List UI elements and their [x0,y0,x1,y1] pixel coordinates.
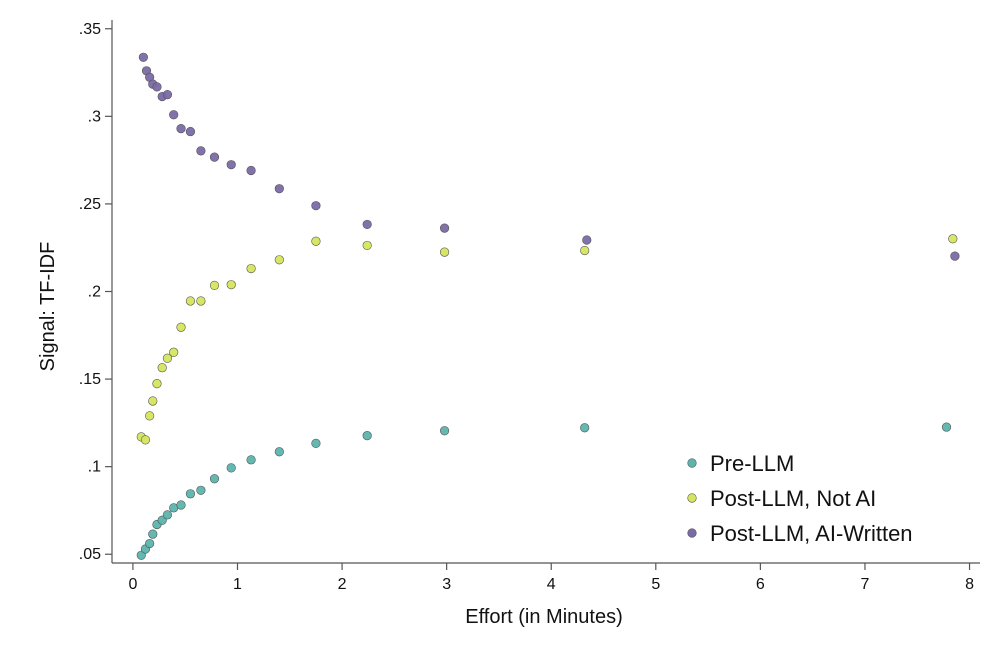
y-tick-label: .1 [88,459,101,476]
data-point [148,529,158,539]
y-axis-title: Signal: TF-IDF [37,242,59,372]
x-tick-label: 8 [965,576,974,593]
data-point [145,538,155,549]
x-tick-label: 5 [651,576,660,593]
data-point [274,184,284,194]
x-tick-label: 6 [756,576,765,593]
y-tick-label: .2 [88,284,101,301]
data-point [196,485,206,495]
data-point [226,463,236,473]
data-point [162,353,173,363]
data-point [162,90,173,100]
data-point [209,280,220,290]
x-tick-label: 0 [128,576,137,593]
series-2 [136,234,958,445]
y-tick-label: .15 [79,371,101,388]
data-point [439,223,450,233]
data-point [152,379,162,389]
x-tick-label: 7 [861,576,870,593]
x-tick-label: 4 [547,576,556,593]
axes: .05 .1 .15 .2 .25 .3 .35 0 1 2 3 4 5 6 7 8 [79,20,980,593]
data-point [162,510,173,520]
data-point [580,245,590,256]
data-point [311,201,321,211]
data-point [582,235,592,245]
data-point [196,296,206,306]
data-point [157,363,167,373]
y-tick-label: .25 [79,196,101,213]
data-point [246,165,256,176]
data-point [176,500,186,510]
data-point [209,474,220,484]
data-point [950,251,960,261]
data-point [439,426,450,436]
legend-marker [687,528,697,538]
series-3 [138,52,960,261]
data-point [311,236,321,246]
data-point [941,422,952,432]
data-point [246,263,256,274]
data-point [176,322,186,332]
data-point [580,423,590,433]
data-point [362,219,372,230]
x-tick-label: 2 [338,576,347,593]
legend-label: Post-LLM, Not AI [710,486,876,511]
data-point [169,110,179,120]
x-axis-title: Effort (in Minutes) [465,606,622,628]
data-point [311,438,321,448]
y-tick-label: .35 [79,21,101,38]
data-point [226,280,236,290]
data-point [138,52,148,62]
data-point [196,146,206,156]
legend-label: Post-LLM, AI-Written [710,521,913,546]
x-tick-label: 3 [442,576,451,593]
series-1 [136,422,952,560]
data-point [185,296,196,306]
data-point [169,347,179,357]
data-point [362,240,372,251]
data-point [226,160,236,170]
y-tick-label: .05 [79,546,101,563]
data-points [136,52,960,560]
legend-marker [687,493,697,503]
data-point [140,435,151,445]
y-tick-label: .3 [88,108,101,125]
data-point [274,255,284,265]
data-point [176,124,186,134]
legend-label: Pre-LLM [710,451,794,476]
data-point [274,447,284,457]
data-point [148,396,158,406]
legend: Pre-LLM Post-LLM, Not AI Post-LLM, AI-Writ… [687,451,913,546]
data-point [145,411,155,421]
data-point [209,152,220,162]
legend-marker [687,458,697,468]
data-point [136,550,146,560]
data-point [185,489,196,499]
data-point [152,82,162,92]
data-point [948,234,958,244]
data-point [439,247,450,257]
x-tick-label: 1 [233,576,242,593]
data-point [362,431,372,441]
data-point [246,455,256,465]
data-point [185,126,196,137]
